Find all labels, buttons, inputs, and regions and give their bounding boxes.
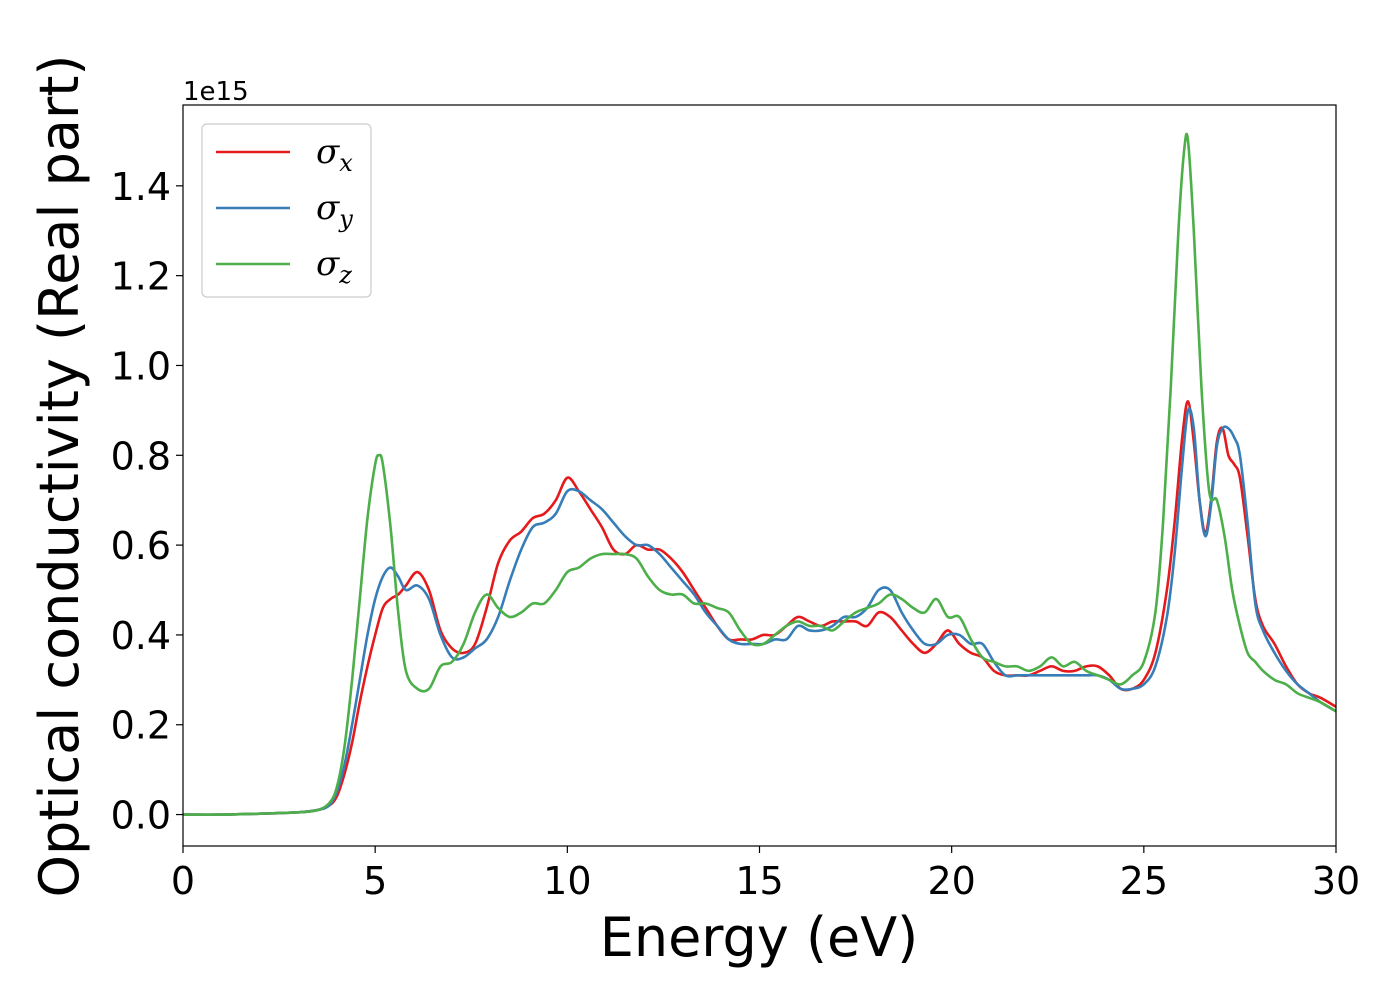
y-axis: 0.0 0.2 0.4 0.6 0.8 1.0 1.2 1.4	[111, 165, 183, 838]
legend-symbol: σ	[316, 244, 340, 284]
legend-subscript: y	[338, 205, 353, 233]
y-axis-title: Optical conductivity (Real part)	[28, 55, 91, 898]
x-tick-label: 0	[171, 859, 195, 903]
legend-subscript: z	[338, 261, 352, 289]
legend-symbol: σ	[316, 188, 340, 228]
x-tick-label: 25	[1120, 859, 1168, 903]
y-tick-label: 0.2	[111, 704, 171, 748]
x-axis: 0 5 10 15 20 25 30	[171, 846, 1360, 903]
legend-label-x: σx	[316, 132, 353, 177]
y-offset-label: 1e15	[183, 77, 249, 107]
y-tick-label: 0.6	[111, 524, 171, 568]
y-tick-label: 0.0	[111, 794, 171, 838]
legend-box	[201, 123, 372, 298]
x-tick-label: 10	[543, 859, 591, 903]
x-tick-label: 30	[1312, 859, 1360, 903]
y-tick-label: 1.4	[111, 165, 171, 209]
series-line-y	[183, 407, 1336, 816]
y-tick-label: 1.0	[111, 344, 171, 388]
legend-label-y: σy	[316, 188, 353, 233]
series-line-z	[183, 132, 1336, 816]
x-tick-label: 15	[735, 859, 783, 903]
legend-symbol: σ	[316, 132, 340, 172]
y-tick-label: 1.2	[111, 255, 171, 299]
x-tick-label: 20	[927, 859, 975, 903]
y-tick-label: 0.4	[111, 614, 171, 658]
series-layer	[183, 132, 1336, 816]
legend-label-z: σz	[316, 244, 352, 289]
y-tick-label: 0.8	[111, 434, 171, 478]
x-axis-title: Energy (eV)	[600, 906, 919, 969]
x-tick-label: 5	[363, 859, 387, 903]
legend-subscript: x	[339, 149, 353, 177]
